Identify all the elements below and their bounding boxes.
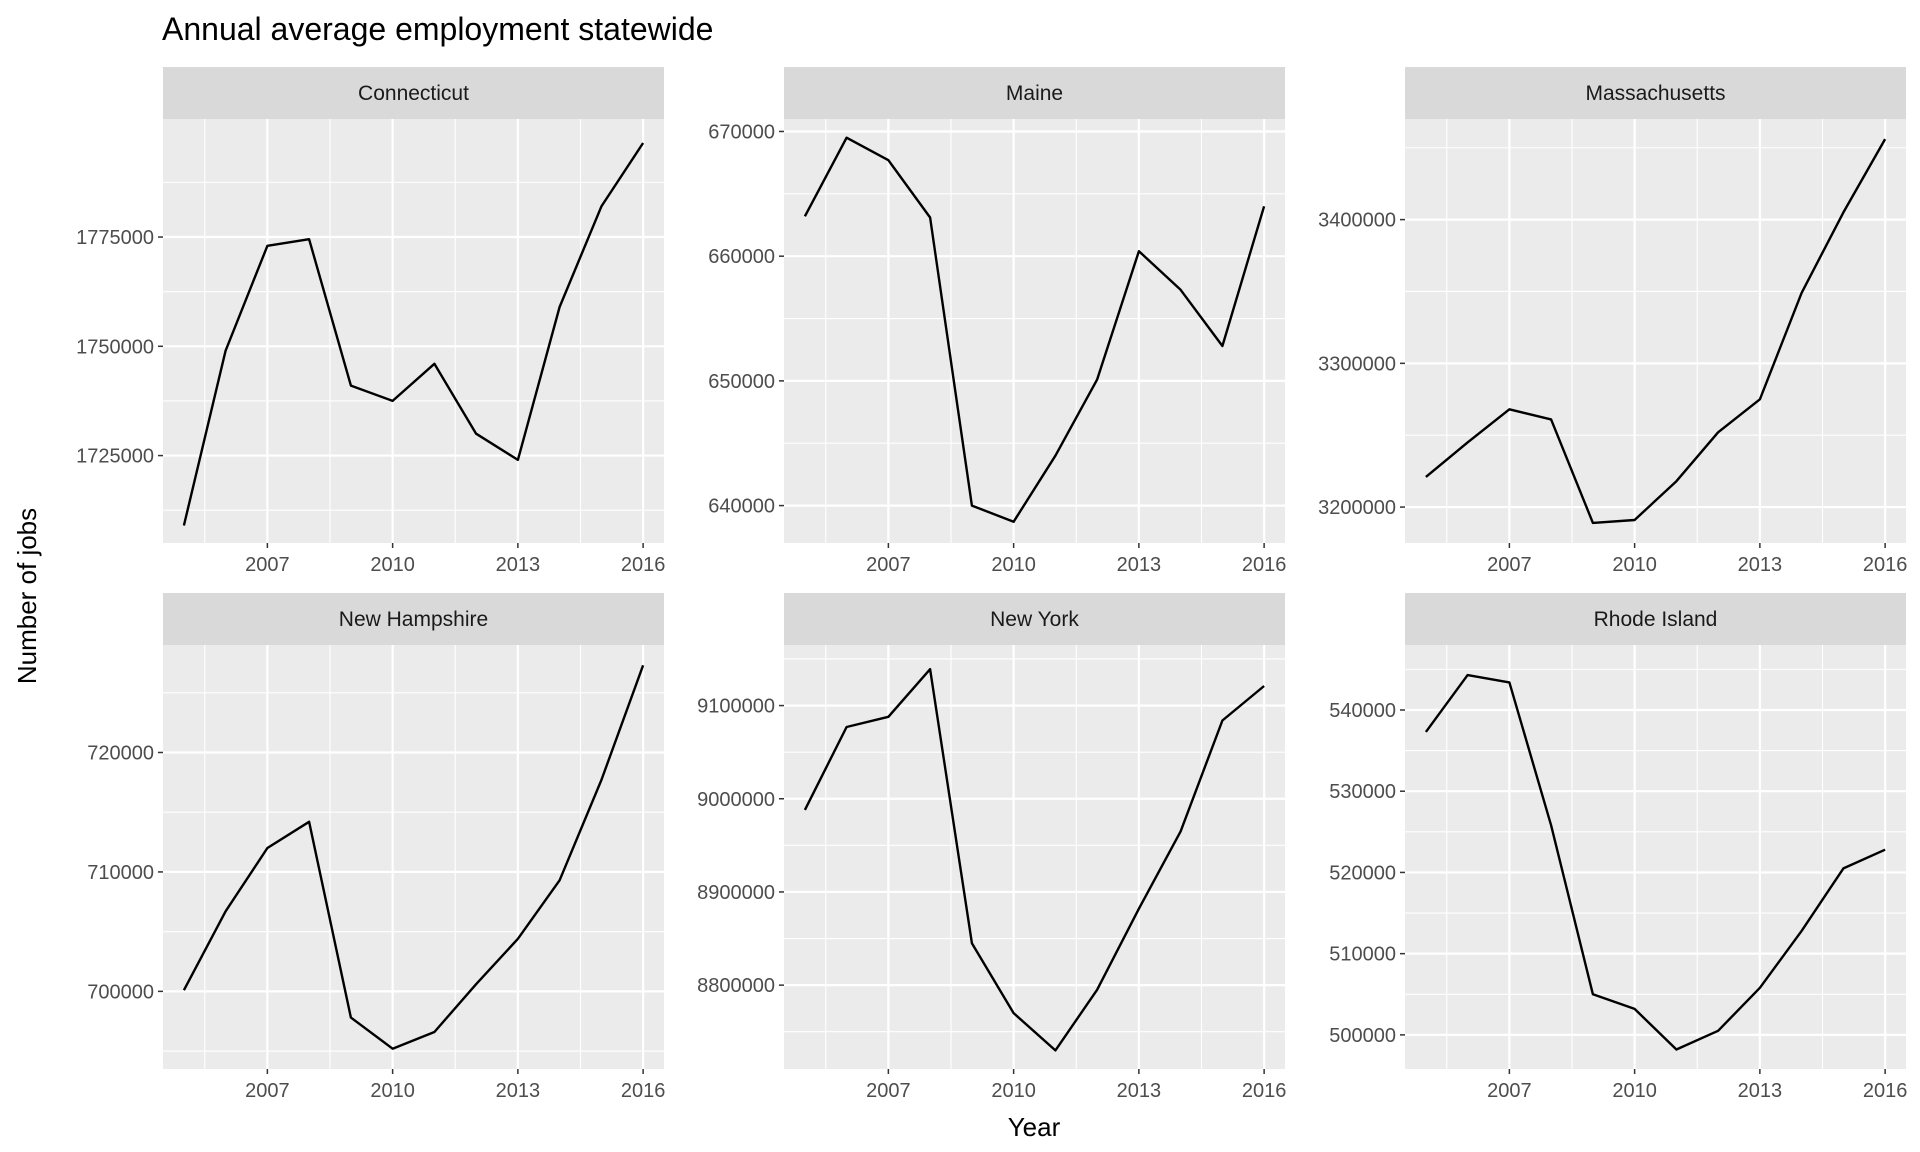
y-tick-label: 670000 — [708, 121, 775, 143]
x-tick-label: 2013 — [496, 1080, 541, 1102]
y-tick-label: 520000 — [1329, 862, 1396, 884]
strip-background — [163, 593, 664, 645]
series-line-connecticut — [182, 142, 645, 526]
x-tick-label: 2016 — [621, 1080, 666, 1102]
strip-background — [163, 67, 664, 119]
y-tick-label: 660000 — [708, 246, 775, 268]
facet-panels: Connecticut 2007 2010 2013 2016 1725000 175000… — [76, 67, 1907, 1102]
series-line-new-hampshire — [182, 664, 645, 1050]
series-line-maine — [803, 136, 1266, 523]
plot-background — [163, 645, 664, 1069]
strip-label: Maine — [1006, 82, 1063, 105]
y-tick-label: 530000 — [1329, 781, 1396, 803]
series-line-massachusetts — [1425, 138, 1887, 525]
y-tick-label: 8800000 — [697, 975, 775, 997]
plot-background — [784, 645, 1285, 1069]
strip-background — [1405, 593, 1906, 645]
y-tick-label: 710000 — [87, 862, 154, 884]
x-tick-label: 2016 — [1242, 554, 1287, 576]
x-tick-label: 2010 — [991, 554, 1036, 576]
y-tick-label: 640000 — [708, 496, 775, 518]
strip-label: New Hampshire — [339, 608, 488, 631]
x-tick-label: 2016 — [1863, 554, 1908, 576]
plot-background — [1405, 645, 1906, 1069]
series-line-new-york — [803, 668, 1265, 1052]
x-tick-label: 2013 — [1117, 554, 1162, 576]
strip-label: New York — [990, 608, 1079, 631]
facet-panel-maine: Maine 2007 2010 2013 2016 640000 650000 660000 6… — [708, 67, 1286, 576]
strip-label: Massachusetts — [1585, 82, 1725, 105]
facet-panel-new-hampshire: New Hampshire 2007 2010 2013 2016 700000 71000… — [87, 593, 665, 1102]
x-tick-label: 2010 — [1612, 1080, 1657, 1102]
x-tick-label: 2016 — [1863, 1080, 1908, 1102]
y-axis-title: Number of jobs — [12, 508, 42, 684]
plot-background — [1405, 119, 1906, 543]
y-tick-label: 1775000 — [76, 227, 154, 249]
strip-label: Connecticut — [358, 82, 469, 105]
x-tick-label: 2016 — [1242, 1080, 1287, 1102]
facet-panel-rhode-island: Rhode Island 2007 2010 2013 2016 500000 510000… — [1329, 593, 1907, 1102]
y-tick-label: 8900000 — [697, 882, 775, 904]
y-tick-label: 510000 — [1329, 944, 1396, 966]
y-tick-label: 3300000 — [1318, 353, 1396, 375]
facet-panel-new-york: New York 2007 2010 2013 2016 8800000 8900000 90… — [697, 593, 1286, 1102]
x-tick-label: 2013 — [496, 554, 541, 576]
y-tick-label: 9000000 — [697, 789, 775, 811]
x-tick-label: 2007 — [1487, 1080, 1532, 1102]
x-tick-label: 2007 — [1487, 554, 1532, 576]
strip-background — [784, 67, 1285, 119]
chart-title: Annual average employment statewide — [162, 11, 713, 47]
x-tick-label: 2013 — [1738, 554, 1783, 576]
x-tick-label: 2007 — [866, 554, 911, 576]
x-tick-label: 2013 — [1117, 1080, 1162, 1102]
y-tick-label: 700000 — [87, 981, 154, 1003]
facet-panel-massachusetts: Massachusetts 2007 2010 2013 2016 3200000 3300… — [1318, 67, 1907, 576]
y-tick-label: 500000 — [1329, 1025, 1396, 1047]
x-tick-label: 2007 — [245, 554, 290, 576]
x-tick-label: 2007 — [866, 1080, 911, 1102]
y-tick-label: 3200000 — [1318, 497, 1396, 519]
y-tick-label: 9100000 — [697, 696, 775, 718]
facet-panel-connecticut: Connecticut 2007 2010 2013 2016 1725000 175000… — [76, 67, 665, 576]
y-tick-label: 540000 — [1329, 700, 1396, 722]
x-tick-label: 2007 — [245, 1080, 290, 1102]
y-tick-label: 1725000 — [76, 446, 154, 468]
y-tick-label: 650000 — [708, 371, 775, 393]
x-tick-label: 2010 — [1612, 554, 1657, 576]
y-tick-label: 1750000 — [76, 336, 154, 358]
x-tick-label: 2010 — [370, 1080, 415, 1102]
x-tick-label: 2010 — [370, 554, 415, 576]
y-tick-label: 720000 — [87, 742, 154, 764]
x-axis-title: Year — [1008, 1112, 1061, 1142]
x-tick-label: 2010 — [991, 1080, 1036, 1102]
strip-background — [1405, 67, 1906, 119]
x-tick-label: 2013 — [1738, 1080, 1783, 1102]
strip-label: Rhode Island — [1594, 608, 1718, 631]
strip-background — [784, 593, 1285, 645]
x-tick-label: 2016 — [621, 554, 666, 576]
series-line-rhode-island — [1424, 673, 1886, 1051]
y-tick-label: 3400000 — [1318, 210, 1396, 232]
